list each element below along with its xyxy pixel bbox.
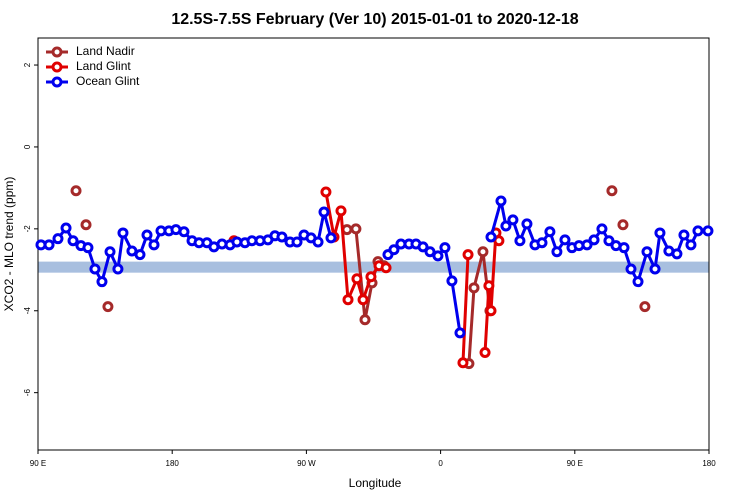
data-point: [148, 239, 160, 251]
data-point: [457, 357, 469, 369]
data-point: [359, 314, 371, 326]
data-point: [485, 231, 497, 243]
data-point: [424, 246, 436, 258]
data-point: [625, 263, 637, 275]
data-point: [342, 294, 354, 306]
chart-title: 12.5S-7.5S February (Ver 10) 2015-01-01 …: [171, 11, 578, 28]
data-point: [641, 246, 653, 258]
data-point: [479, 347, 491, 359]
data-point: [117, 227, 129, 239]
data-point: [318, 206, 330, 218]
legend-marker: [51, 76, 63, 88]
data-point: [462, 249, 474, 261]
y-tick-label: 0: [23, 144, 32, 149]
data-point: [596, 223, 608, 235]
data-point: [80, 219, 92, 231]
data-point: [104, 246, 116, 258]
data-point: [82, 242, 94, 254]
data-point: [485, 305, 497, 317]
y-axis-label: XCO2 - MLO trend (ppm): [2, 177, 16, 312]
data-point: [639, 301, 651, 313]
data-point: [96, 276, 108, 288]
data-point: [618, 242, 630, 254]
data-point: [357, 294, 369, 306]
data-point: [514, 235, 526, 247]
data-point: [654, 227, 666, 239]
data-point: [141, 229, 153, 241]
data-point: [351, 273, 363, 285]
data-point: [67, 235, 79, 247]
y-tick-label: -6: [23, 389, 32, 397]
y-tick-label: -2: [23, 225, 32, 233]
data-point: [335, 205, 347, 217]
data-point: [544, 226, 556, 238]
data-point: [521, 218, 533, 230]
data-point: [388, 244, 400, 256]
data-point: [617, 219, 629, 231]
data-point: [507, 214, 519, 226]
data-point: [468, 282, 480, 294]
data-point: [291, 236, 303, 248]
legend-marker: [51, 61, 63, 73]
data-point: [134, 249, 146, 261]
data-point: [43, 239, 55, 251]
data-point: [536, 237, 548, 249]
data-point: [606, 185, 618, 197]
legend-label: Land Glint: [76, 59, 131, 73]
data-point: [603, 235, 615, 247]
data-point: [454, 327, 466, 339]
data-point: [112, 263, 124, 275]
data-point: [551, 246, 563, 258]
data-point: [500, 220, 512, 232]
data-point: [495, 195, 507, 207]
data-point: [588, 234, 600, 246]
data-point: [350, 223, 362, 235]
y-tick-label: -4: [23, 307, 32, 315]
data-point: [678, 229, 690, 241]
data-point: [380, 262, 392, 274]
data-point: [439, 242, 451, 254]
data-point: [477, 246, 489, 258]
data-point: [89, 263, 101, 275]
legend-label: Ocean Glint: [76, 74, 140, 88]
data-point: [483, 280, 495, 292]
data-point: [685, 239, 697, 251]
x-tick-label: 180: [166, 459, 180, 468]
data-point: [60, 222, 72, 234]
data-point: [671, 248, 683, 260]
reference-band: [38, 261, 709, 273]
data-point: [312, 236, 324, 248]
data-point: [52, 233, 64, 245]
data-point: [325, 232, 337, 244]
data-point: [559, 234, 571, 246]
data-point: [692, 225, 704, 237]
x-tick-label: 0: [438, 459, 443, 468]
legend-label: Land Nadir: [76, 44, 135, 58]
data-point: [276, 231, 288, 243]
data-point: [70, 185, 82, 197]
x-tick-label: 180: [702, 459, 716, 468]
data-point: [632, 276, 644, 288]
data-point: [702, 225, 714, 237]
data-point: [365, 271, 377, 283]
data-point: [446, 275, 458, 287]
data-point: [102, 301, 114, 313]
x-tick-label: 90 E: [30, 459, 46, 468]
y-tick-label: 2: [23, 62, 32, 67]
data-point: [417, 241, 429, 253]
x-tick-label: 90 E: [567, 459, 583, 468]
data-point: [649, 263, 661, 275]
x-axis-label: Longitude: [349, 476, 402, 490]
data-point: [320, 186, 332, 198]
legend-marker: [51, 46, 63, 58]
data-point: [178, 226, 190, 238]
data-point: [581, 239, 593, 251]
data-point: [432, 250, 444, 262]
x-tick-label: 90 W: [297, 459, 316, 468]
